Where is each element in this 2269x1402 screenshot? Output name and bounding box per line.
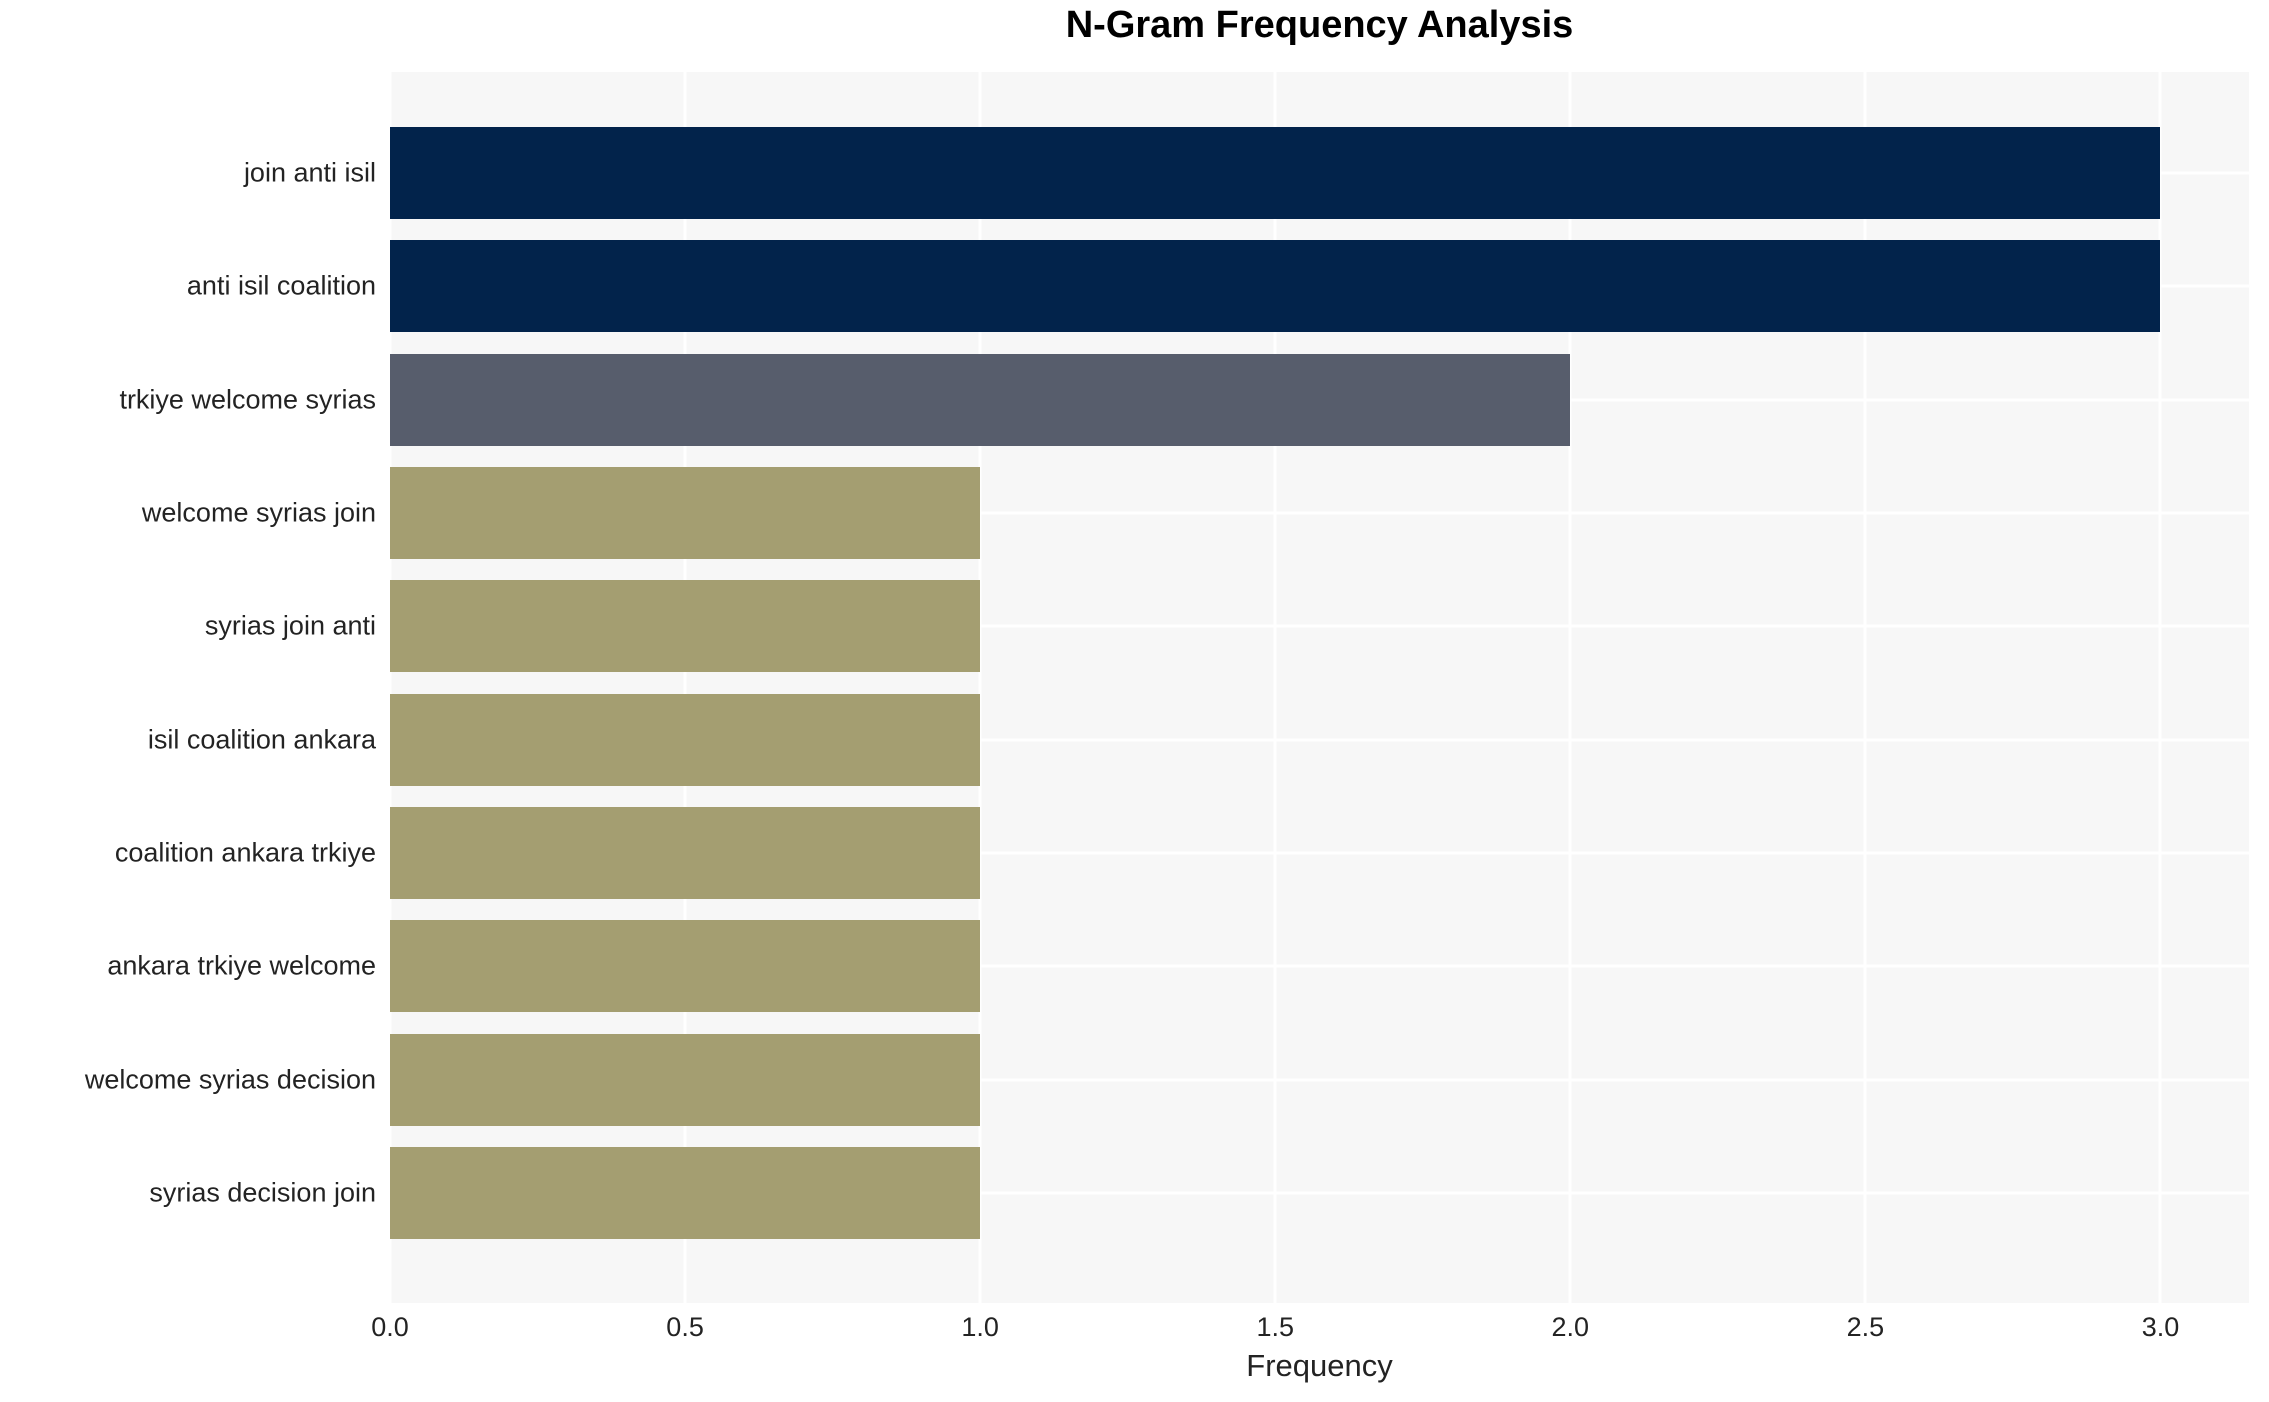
x-tick-label: 1.5 [1256,1312,1295,1342]
chart-title: N-Gram Frequency Analysis [1065,4,1574,46]
y-tick-label: welcome syrias decision [84,1064,376,1095]
bar-welcome-syrias-join [390,466,981,559]
gridline-horizontal [390,1078,2249,1082]
y-tick-label: anti isil coalition [186,270,376,301]
gridline-vertical [1273,72,1277,1303]
gridline-vertical [1568,72,1572,1303]
y-tick-label: syrias decision join [149,1177,376,1208]
gridline-vertical [390,72,392,1303]
gridline-horizontal [390,851,2249,855]
bar-welcome-syrias-decision [390,1033,981,1126]
gridline-horizontal [390,1191,2249,1195]
bar-coalition-ankara-trkiye [390,806,981,899]
y-tick-label: trkiye welcome syrias [119,384,376,415]
y-tick-label: welcome syrias join [141,497,376,528]
bar-syrias-join-anti [390,580,981,673]
bar-ankara-trkiye-welcome [390,920,981,1013]
y-tick-label: ankara trkiye welcome [107,950,376,981]
bar-join-anti-isil [390,127,2161,219]
x-tick-label: 1.0 [961,1312,999,1342]
x-axis-label: Frequency [1246,1348,1393,1383]
gridline-vertical [1863,72,1867,1303]
bar-syrias-decision-join [390,1146,981,1239]
x-tick-label: 2.0 [1551,1312,1590,1342]
x-tick-label: 0.0 [371,1312,409,1342]
gridline-vertical [2158,72,2162,1303]
y-tick-label: isil coalition ankara [147,724,376,755]
gridline-vertical [683,72,687,1303]
x-tick-label: 0.5 [666,1312,704,1342]
bar-trkiye-welcome-syrias [390,353,1571,446]
y-tick-label: syrias join anti [204,610,376,641]
x-tick-label: 3.0 [2141,1312,2180,1342]
plot-area [390,72,2249,1303]
gridline-horizontal [390,624,2249,628]
bar-isil-coalition-ankara [390,693,981,786]
gridline-horizontal [390,738,2249,742]
x-tick-label: 2.5 [1846,1312,1885,1342]
gridline-vertical [978,72,982,1303]
gridline-horizontal [390,964,2249,968]
y-tick-label: join anti isil [243,157,376,188]
gridline-horizontal [390,511,2249,515]
y-tick-label: coalition ankara trkiye [114,837,376,868]
bar-anti-isil-coalition [390,240,2161,333]
